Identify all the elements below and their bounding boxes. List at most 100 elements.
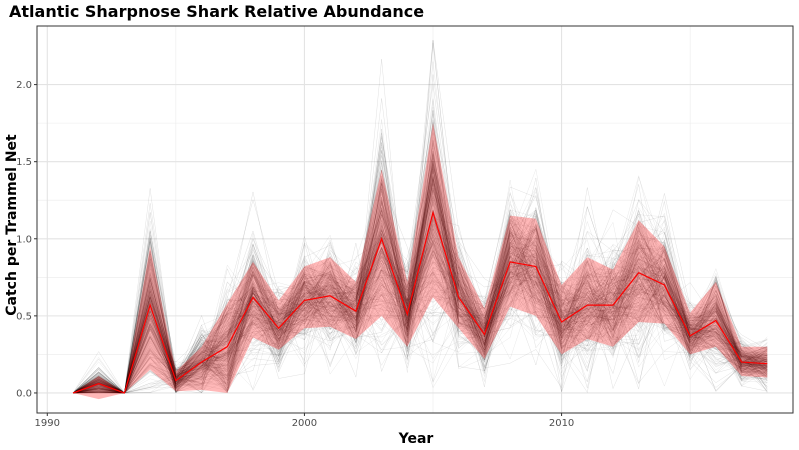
simulation-line: [72, 158, 768, 394]
simulation-line: [72, 151, 768, 394]
simulation-line: [72, 203, 768, 394]
simulation-line: [72, 139, 768, 394]
simulation-line: [72, 239, 768, 394]
simulation-line: [72, 164, 768, 394]
simulation-line: [72, 169, 768, 394]
simulation-line: [72, 241, 768, 394]
simulation-line: [72, 172, 768, 394]
simulation-line: [72, 206, 768, 394]
simulation-line: [72, 222, 768, 394]
simulation-line: [72, 178, 768, 394]
simulation-line: [72, 187, 768, 394]
simulation-line: [72, 151, 768, 394]
simulation-line: [72, 191, 768, 394]
y-tick-label: 2.0: [16, 80, 32, 91]
simulation-line: [72, 155, 768, 394]
simulation-line: [72, 175, 768, 394]
simulation-line: [72, 177, 768, 394]
simulation-line: [72, 154, 768, 394]
panel-border: [36, 25, 794, 414]
simulation-line: [72, 195, 768, 394]
simulation-line: [72, 246, 768, 394]
simulation-line: [72, 188, 768, 394]
simulation-line: [72, 214, 768, 394]
simulation-line: [72, 215, 768, 394]
simulation-line: [72, 155, 768, 394]
simulation-line: [72, 218, 768, 394]
simulation-line: [72, 152, 768, 394]
simulation-line: [72, 220, 768, 394]
simulation-line: [72, 246, 768, 394]
simulation-line: [72, 188, 768, 394]
simulation-line: [72, 209, 768, 394]
simulation-line: [72, 160, 768, 394]
simulation-line: [72, 192, 768, 394]
simulation-line: [72, 209, 768, 394]
simulation-line: [72, 201, 768, 394]
simulation-line: [72, 119, 768, 394]
simulation-line: [72, 240, 768, 394]
simulation-line: [72, 158, 768, 394]
simulation-line: [72, 124, 768, 394]
x-axis-label: Year: [398, 431, 434, 447]
y-axis-label: Catch per Trammel Net: [4, 134, 20, 316]
simulation-line: [72, 153, 768, 394]
simulation-line: [72, 195, 768, 394]
simulation-line: [72, 245, 768, 394]
simulation-line: [72, 183, 768, 394]
simulation-line: [72, 203, 768, 394]
simulation-line: [72, 235, 768, 394]
y-tick-label: 0.0: [16, 388, 32, 399]
simulation-line: [72, 209, 768, 394]
simulation-line: [72, 233, 768, 394]
simulation-line: [72, 40, 768, 394]
simulation-line: [72, 218, 768, 394]
simulation-line: [72, 229, 768, 394]
simulation-line: [72, 198, 768, 394]
simulation-line: [72, 174, 768, 394]
simulation-line: [72, 215, 768, 394]
simulation-line: [72, 217, 768, 394]
simulation-line: [72, 169, 768, 394]
simulation-line: [72, 83, 768, 394]
simulation-line: [72, 196, 768, 394]
simulation-line: [72, 216, 768, 394]
simulation-line: [72, 224, 768, 394]
simulation-line: [72, 150, 768, 394]
simulation-line: [72, 136, 768, 394]
simulation-line: [72, 158, 768, 394]
simulation-line: [72, 113, 768, 394]
simulation-line: [72, 110, 768, 394]
simulation-line: [72, 179, 768, 394]
simulation-line: [72, 227, 768, 394]
simulation-line: [72, 188, 768, 394]
simulation-line: [72, 213, 768, 394]
simulation-line: [72, 42, 768, 394]
simulation-line: [72, 194, 768, 394]
simulation-line: [72, 213, 768, 394]
axes: 0.0 0.5 1.0 1.5 2.0 1990 2000 2010: [16, 80, 574, 429]
simulation-line: [72, 211, 768, 394]
simulation-line: [72, 133, 768, 394]
simulation-line: [72, 98, 768, 394]
simulation-line: [72, 224, 768, 394]
simulation-line: [72, 220, 768, 394]
simulation-line: [72, 231, 768, 394]
simulation-line: [72, 155, 768, 394]
simulation-line: [72, 186, 768, 394]
simulation-line: [72, 171, 768, 394]
simulation-line: [72, 218, 768, 394]
simulation-line: [72, 122, 768, 394]
simulation-line: [72, 171, 768, 394]
simulation-line: [72, 181, 768, 394]
simulation-line: [72, 125, 768, 394]
simulation-line: [72, 165, 768, 394]
simulation-line: [72, 196, 768, 394]
simulation-line: [72, 172, 768, 394]
simulation-line: [72, 239, 768, 394]
simulation-line: [72, 139, 768, 394]
simulation-line: [72, 208, 768, 394]
simulation-line: [72, 152, 768, 394]
simulation-line: [72, 181, 768, 394]
